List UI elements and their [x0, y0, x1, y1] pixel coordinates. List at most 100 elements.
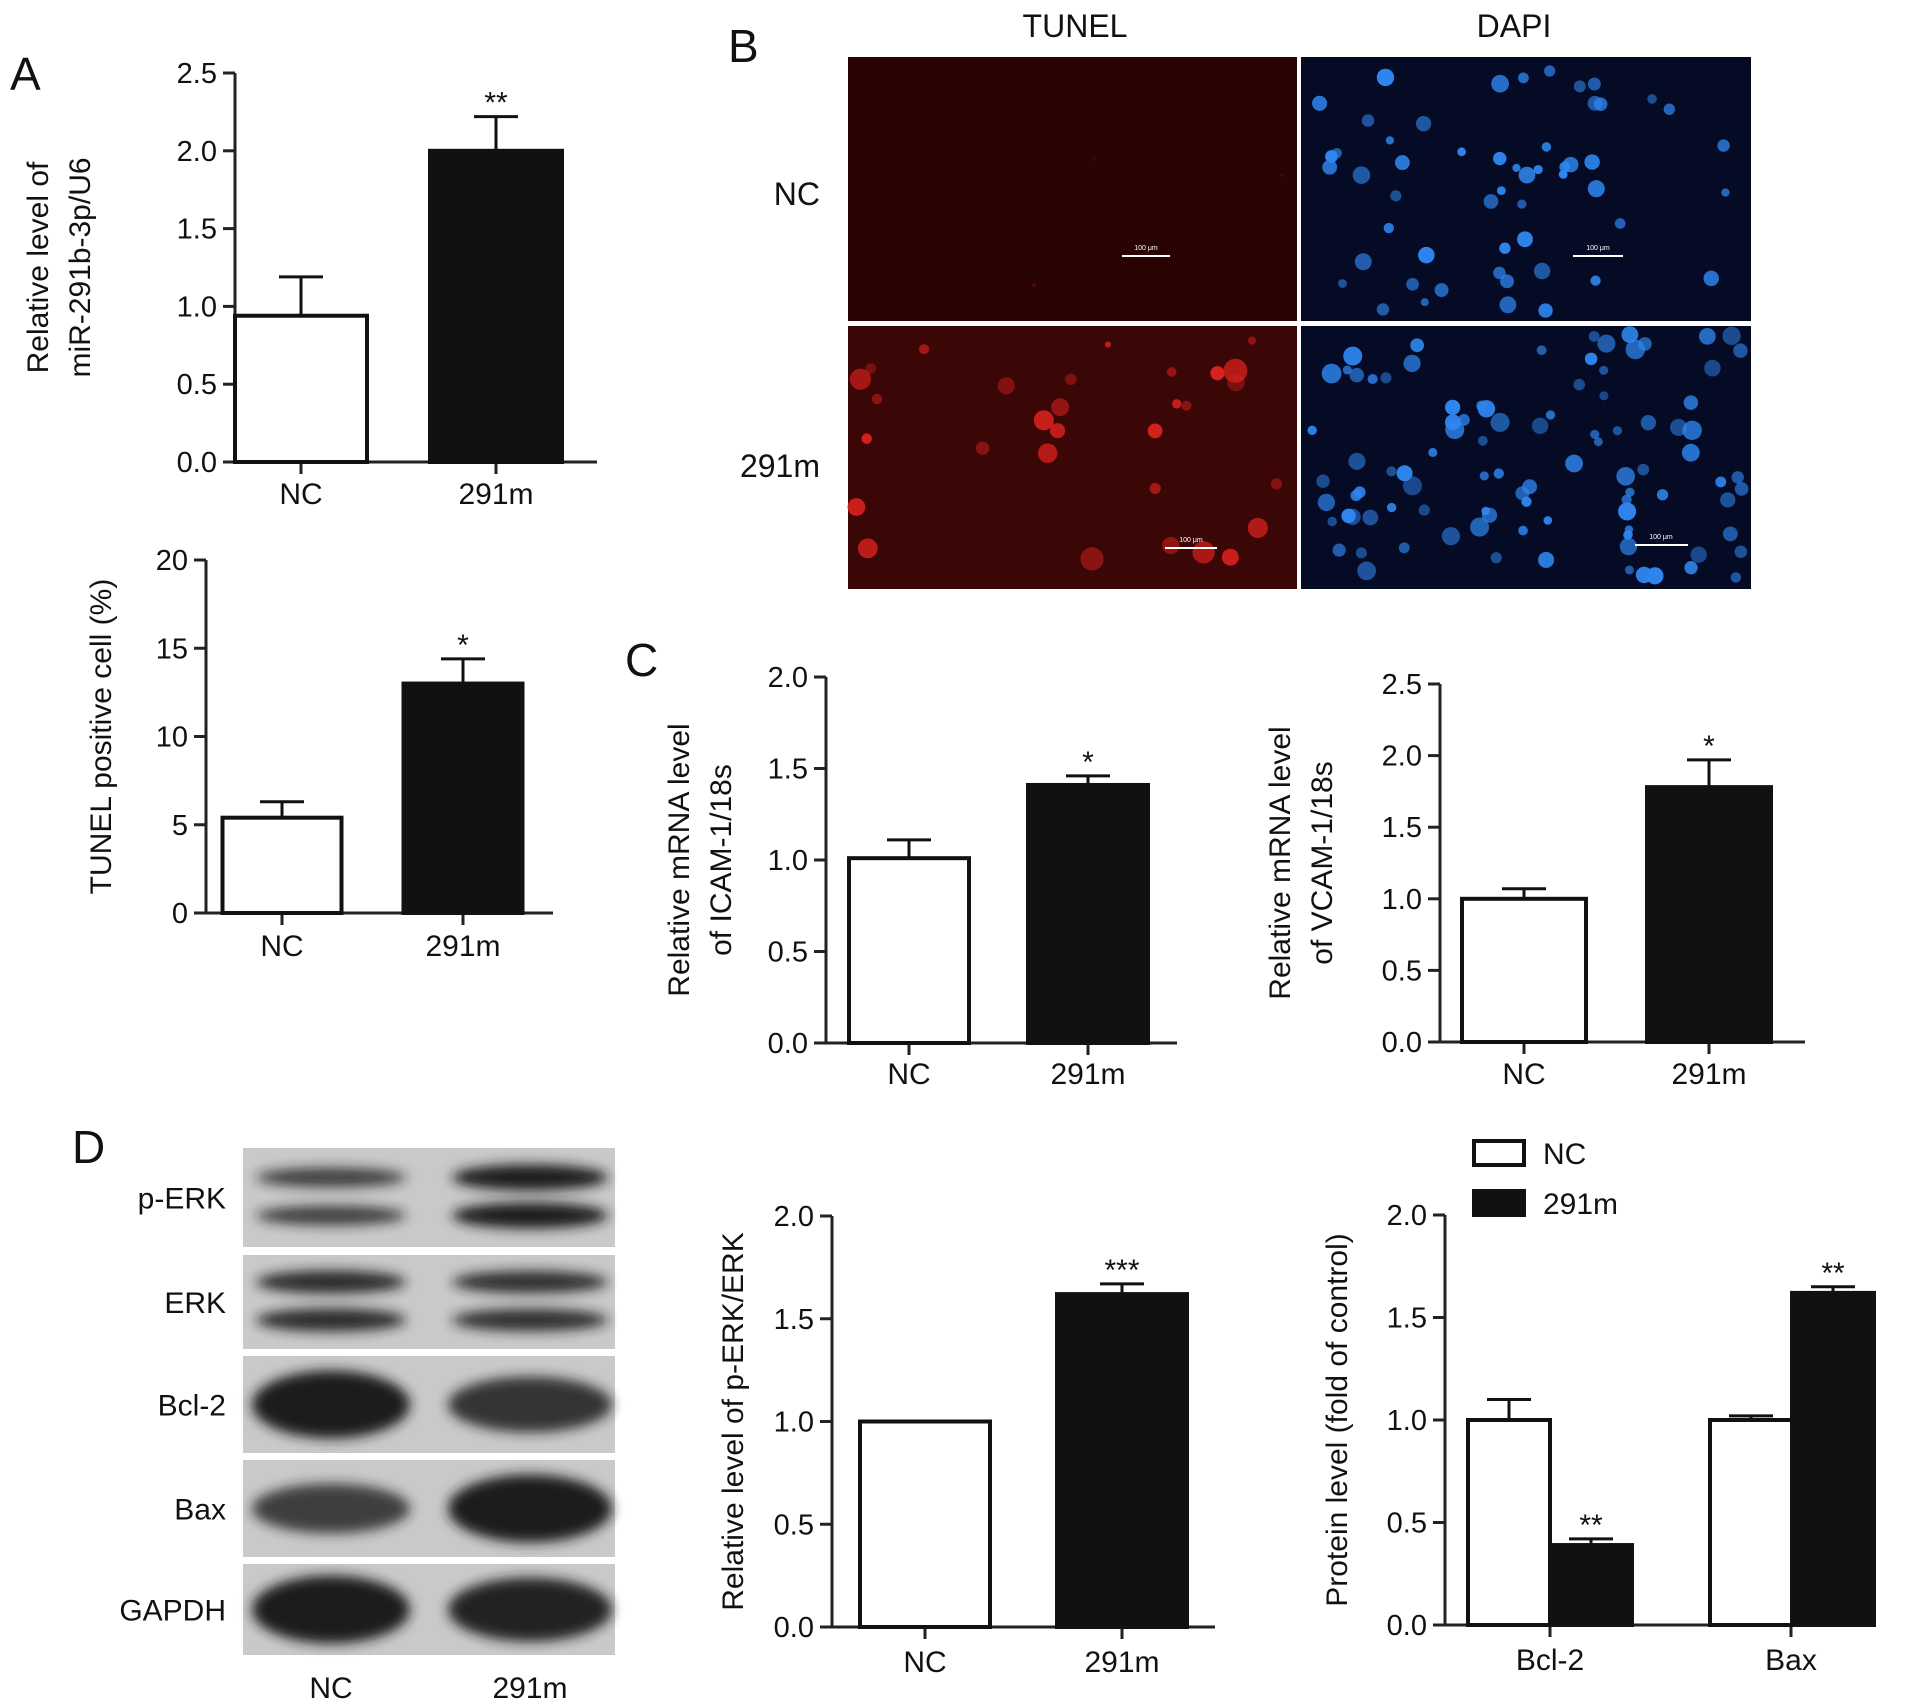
cell-nucleus [1418, 504, 1430, 516]
blot-row: Bax [174, 1460, 615, 1557]
cell-nucleus [1588, 331, 1600, 342]
cell-nucleus [1491, 74, 1509, 93]
cell-nucleus [1104, 341, 1111, 348]
bar-291m [428, 148, 564, 465]
blot-band-label: p-ERK [138, 1183, 226, 1216]
y-tick-label: 2.0 [768, 662, 808, 694]
cell-nucleus [1587, 77, 1601, 91]
cell-nucleus [1394, 155, 1410, 171]
cell-nucleus [1536, 345, 1547, 356]
cell-nucleus [1543, 516, 1553, 525]
cell-nucleus [1247, 336, 1257, 345]
significance-label: * [1082, 746, 1094, 779]
cell-nucleus [1317, 493, 1336, 512]
cell-nucleus [1656, 489, 1669, 501]
cell-nucleus [1616, 467, 1635, 486]
micrograph-dapi-nc [1301, 57, 1751, 321]
y-tick-label: 1.0 [774, 1407, 814, 1439]
y-axis-title: Protein level (fold of control) [1321, 1233, 1354, 1607]
scale-bar-tunel-nc: 100 μm [1122, 245, 1170, 257]
row-label-nc: NC [774, 176, 820, 212]
blot-band [452, 1270, 608, 1294]
chart-perk-erk: 0.0 0.5 1.0 1.5 2.0 Relative level of p-ERK/E… [717, 1201, 1215, 1679]
y-axis-title: TUNEL positive cell (%) [85, 579, 118, 895]
bar-291m [1026, 782, 1150, 1045]
y-tick-label: 0.5 [774, 1509, 814, 1541]
blot-band [256, 1167, 406, 1188]
cell-nucleus [1618, 502, 1637, 521]
significance-label: ** [484, 87, 508, 120]
cell-nucleus [1376, 303, 1390, 316]
cell-nucleus [1597, 334, 1616, 353]
blot-band-label: ERK [164, 1287, 226, 1320]
blot-band-label: Bax [174, 1494, 226, 1527]
cell-nucleus [1402, 476, 1422, 496]
cell-nucleus [1327, 516, 1337, 527]
legend-label: NC [1543, 1138, 1586, 1171]
y-axis-title: miR-291b-3p/U6 [64, 157, 97, 377]
blot-lane-label: 291m [492, 1672, 567, 1705]
bar-291m [1055, 1292, 1189, 1629]
cell-nucleus [1533, 262, 1551, 280]
chart-protein-level: 0.0 0.5 1.0 1.5 2.0 Protein level (fold of co… [1321, 1138, 1876, 1677]
significance-label: ** [1579, 1509, 1603, 1542]
cell-nucleus [1538, 551, 1555, 568]
y-tick-label: 0.5 [1387, 1508, 1427, 1540]
cell-nucleus [1357, 561, 1377, 581]
bar-nc [233, 313, 369, 464]
scale-bar-label: 100 μm [1134, 245, 1158, 252]
y-tick-label: 2.5 [1382, 669, 1422, 701]
cell-nucleus [1587, 180, 1605, 198]
x-tick-label: 291m [425, 930, 500, 963]
blot-band [452, 1202, 608, 1229]
cell-nucleus [1599, 365, 1609, 375]
cell-nucleus [1316, 474, 1330, 488]
cell-nucleus [1717, 139, 1730, 152]
cell-nucleus [1573, 378, 1586, 391]
cell-nucleus [871, 393, 883, 405]
y-tick-label: 1.5 [774, 1304, 814, 1336]
blot-band [448, 1474, 612, 1543]
cell-nucleus [1352, 166, 1371, 184]
cell-nucleus [1415, 115, 1432, 132]
blot-band [256, 1308, 406, 1332]
cell-nucleus [1682, 420, 1702, 441]
cell-nucleus [1227, 373, 1245, 392]
cell-nucleus [1558, 169, 1568, 179]
y-tick-label: 10 [156, 722, 188, 754]
cell-nucleus [1562, 156, 1579, 173]
cell-nucleus [1441, 527, 1460, 546]
y-tick-label: 1.5 [768, 754, 808, 786]
cell-nucleus [1380, 372, 1392, 384]
cell-nucleus [1625, 487, 1635, 497]
legend-label: 291m [1543, 1188, 1618, 1221]
cell-nucleus [1493, 468, 1504, 479]
cell-nucleus [1517, 231, 1533, 248]
cell-nucleus [1390, 190, 1402, 202]
y-tick-label: 0 [172, 898, 188, 930]
cell-nucleus [1221, 548, 1239, 566]
blot-row: GAPDH [119, 1564, 615, 1655]
cell-nucleus [1458, 414, 1470, 426]
western-blot: p-ERK ERK Bcl-2 Bax GAPDH NC 291m [119, 1148, 615, 1705]
col-header-tunel: TUNEL [1023, 8, 1128, 44]
cell-nucleus [1681, 443, 1700, 462]
cell-nucleus [1444, 414, 1461, 431]
cell-nucleus [1518, 166, 1536, 184]
cell-nucleus [1500, 274, 1514, 289]
y-tick-label: 15 [156, 633, 188, 665]
cell-nucleus [1398, 542, 1410, 554]
blot-lane-label: NC [309, 1672, 352, 1705]
scale-bar-dapi-291m: 100 μm [1635, 534, 1688, 546]
bar-nc [847, 856, 971, 1045]
cell-nucleus [1355, 547, 1367, 559]
cell-nucleus [1349, 367, 1365, 383]
cell-nucleus [1593, 437, 1603, 447]
cell-nucleus [1541, 142, 1552, 152]
cell-nucleus [1647, 94, 1657, 104]
y-tick-label: 0.0 [177, 447, 217, 479]
cell-nucleus [1699, 327, 1716, 345]
y-tick-label: 0.5 [1382, 955, 1422, 987]
y-tick-label: 2.0 [1387, 1200, 1427, 1232]
cell-nucleus [1640, 414, 1657, 431]
